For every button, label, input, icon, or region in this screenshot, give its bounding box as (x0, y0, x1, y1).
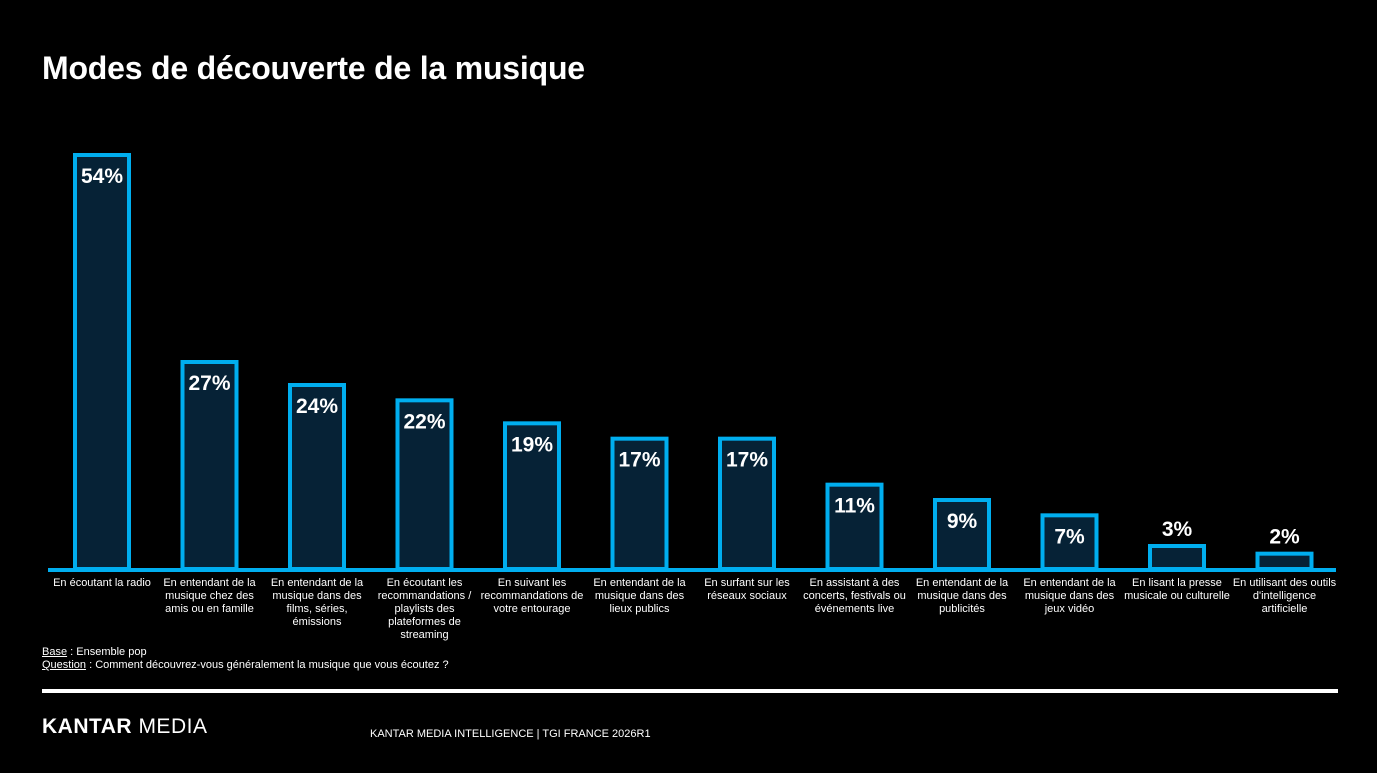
bar-7 (718, 436, 776, 571)
category-label-8: En assistant à des concerts, festivals o… (803, 577, 906, 615)
category-label-3: En entendant de la musique dans des film… (270, 577, 364, 628)
bar-9 (933, 498, 991, 571)
bar-3 (288, 383, 346, 571)
bar-2 (180, 360, 239, 571)
bar-10 (1040, 513, 1099, 571)
data-label-7: 17% (726, 449, 768, 472)
data-label-4: 22% (403, 410, 445, 433)
bar-6 (610, 436, 669, 571)
bar-12 (1255, 551, 1314, 572)
kantar-media-logo: KANTAR MEDIA (42, 715, 207, 739)
category-label-10: En entendant de la musique dans des jeux… (1023, 577, 1116, 615)
footer-divider (42, 689, 1338, 693)
bar-8 (825, 482, 884, 571)
bar-11 (1148, 544, 1206, 571)
bar-1 (73, 153, 131, 571)
data-label-1: 54% (81, 165, 123, 188)
bar-4 (395, 398, 454, 572)
chart-notes: Base : Ensemble pop Question : Comment d… (42, 646, 449, 672)
data-label-12: 2% (1269, 526, 1300, 549)
bar-5 (503, 421, 561, 572)
category-label-1: En écoutant la radio (53, 577, 151, 589)
footer-source: KANTAR MEDIA INTELLIGENCE | TGI FRANCE 2… (370, 728, 651, 740)
category-label-5: En suivant les recommandations de votre … (480, 577, 584, 615)
category-label-4: En écoutant les recommandations / playli… (377, 577, 472, 641)
data-label-10: 7% (1054, 525, 1085, 548)
logo-regular-text: MEDIA (132, 715, 208, 738)
question-note: Question : Comment découvrez-vous généra… (42, 659, 449, 672)
base-label: Base (42, 646, 68, 658)
category-label-12: En utilisant des outils d'intelligence a… (1232, 577, 1337, 615)
category-label-6: En entendant de la musique dans des lieu… (593, 577, 686, 615)
category-label-11: En lisant la presse musicale ou culturel… (1124, 577, 1230, 602)
data-label-3: 24% (296, 395, 338, 418)
page-title: Modes de découverte de la musique (42, 50, 585, 86)
data-label-6: 17% (618, 449, 660, 472)
data-label-8: 11% (834, 495, 875, 518)
logo-bold-text: KANTAR (42, 715, 133, 738)
base-note: Base : Ensemble pop (42, 646, 449, 659)
category-label-7: En surfant sur les réseaux sociaux (704, 577, 790, 602)
question-text: : Comment découvrez-vous généralement la… (86, 659, 449, 671)
category-label-9: En entendant de la musique dans des publ… (915, 577, 1009, 615)
data-label-5: 19% (511, 433, 553, 456)
category-label-2: En entendant de la musique chez des amis… (163, 577, 256, 615)
data-label-2: 27% (188, 372, 230, 395)
data-label-11: 3% (1162, 518, 1193, 541)
question-label: Question (42, 659, 87, 671)
base-text: : Ensemble pop (67, 646, 147, 658)
bar-chart: 54% 27% 24% 22% 19% 17% 17% 11% 9% 7% 3% 2% (48, 153, 1336, 572)
data-label-9: 9% (947, 510, 978, 533)
